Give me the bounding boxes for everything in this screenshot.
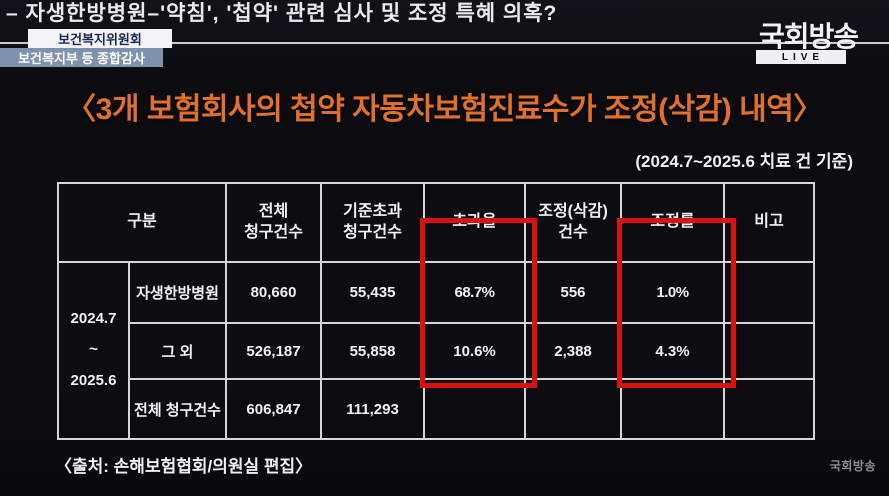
live-badge: LIVE: [756, 50, 846, 64]
header-over-rate: 초과율: [423, 182, 527, 263]
header-over-claims: 기준초과 청구건수: [320, 182, 426, 263]
source-caption: 〈출처: 손해보험협회/의원실 편집〉: [55, 457, 313, 476]
category-cell: 전체 청구건수: [127, 378, 228, 440]
divider-line: [0, 42, 889, 44]
adjust-rate-cell: 4.3%: [620, 322, 726, 380]
committee-badge: 보건복지위원회: [28, 29, 172, 48]
total-claims-cell: 526,187: [225, 322, 323, 380]
category-cell: 자생한방병원: [127, 261, 228, 324]
period-subtitle: (2024.7~2025.6 치료 건 기준): [635, 152, 853, 171]
adjusted-cases-cell: 2,388: [524, 322, 623, 380]
page-title: 〈3개 보험회사의 첩약 자동차보험진료수가 조정(삭감) 내역〉: [66, 93, 823, 126]
data-table-wrap: 구분 전체 청구건수 기준초과 청구건수 초과율 조정(삭감) 건수 조정률 비…: [56, 182, 817, 440]
table-row: 2024.7 ~ 2025.6 자생한방병원 80,660 55,435 68.…: [57, 261, 816, 440]
over-claims-cell: 55,435: [320, 261, 426, 324]
over-claims-cell: 55,858: [320, 322, 426, 380]
total-claims-cell: 80,660: [225, 261, 323, 324]
audit-badge: 보건복지부 등 종합감사: [0, 48, 163, 67]
news-headline: – 자생한방병원–'약침', '첩약' 관련 심사 및 조정 특혜 의혹?: [6, 2, 558, 25]
adjust-rate-cell: [620, 378, 726, 440]
channel-watermark: 국회방송: [829, 459, 876, 473]
over-claims-cell: 111,293: [320, 378, 426, 440]
header-gubun: 구분: [56, 182, 228, 263]
note-cell: [723, 261, 816, 324]
note-cell: [723, 322, 816, 380]
table-row: 전체 청구건수 606,847 111,293: [58, 378, 816, 440]
data-table: 구분 전체 청구건수 기준초과 청구건수 초과율 조정(삭감) 건수 조정률 비…: [56, 182, 816, 440]
table-row: 그 외 526,187 55,858 10.6% 2,388 4.3%: [58, 322, 816, 380]
header-total-claims: 전체 청구건수: [225, 182, 323, 263]
header-adjust-rate: 조정률: [620, 182, 726, 263]
period-cell: 2024.7 ~ 2025.6: [57, 261, 130, 440]
total-claims-cell: 606,847: [225, 378, 323, 440]
adjust-rate-cell: 1.0%: [620, 261, 726, 324]
header-note: 비고: [723, 182, 816, 263]
over-rate-cell: 10.6%: [423, 322, 527, 380]
header-adjusted-cases: 조정(삭감) 건수: [524, 182, 623, 263]
adjusted-cases-cell: [524, 378, 623, 440]
over-rate-cell: [423, 378, 527, 440]
over-rate-cell: 68.7%: [423, 261, 527, 324]
table-header-row: 구분 전체 청구건수 기준초과 청구건수 초과율 조정(삭감) 건수 조정률 비…: [56, 182, 816, 263]
note-cell: [723, 378, 816, 440]
channel-logo: 국회방송: [758, 21, 859, 52]
category-cell: 그 외: [127, 322, 228, 380]
adjusted-cases-cell: 556: [524, 261, 623, 324]
